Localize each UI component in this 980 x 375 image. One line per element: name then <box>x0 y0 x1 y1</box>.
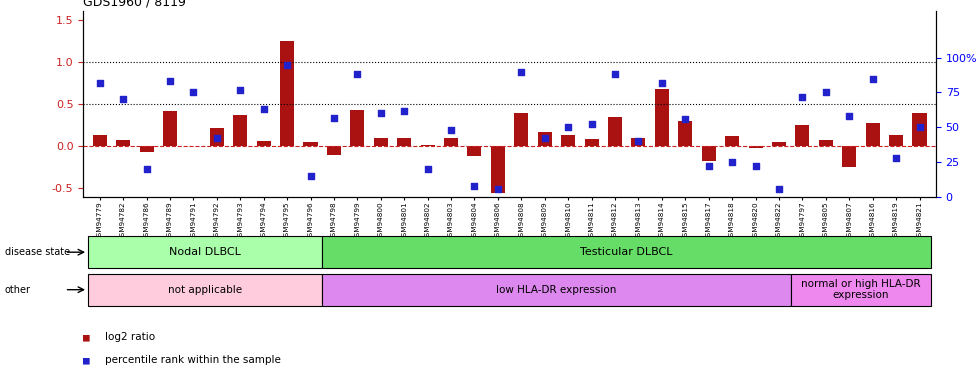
Point <box>537 135 553 141</box>
Point <box>748 163 763 169</box>
Point <box>92 80 108 86</box>
Bar <box>93 135 107 146</box>
Bar <box>562 135 575 146</box>
Point <box>185 90 201 96</box>
Bar <box>791 274 931 306</box>
Bar <box>538 132 552 146</box>
Point <box>490 186 506 192</box>
Point <box>466 183 482 189</box>
Text: ■: ■ <box>83 355 90 365</box>
Text: disease state: disease state <box>5 247 70 257</box>
Bar <box>889 135 904 146</box>
Point <box>514 69 529 75</box>
Bar <box>608 117 622 146</box>
Point <box>116 96 131 102</box>
Bar <box>678 121 692 146</box>
Point <box>561 124 576 130</box>
Bar <box>233 115 247 146</box>
Point <box>795 94 810 100</box>
Bar <box>444 138 458 146</box>
Bar <box>322 236 931 268</box>
Bar <box>350 110 365 146</box>
Bar <box>88 274 322 306</box>
Bar <box>467 146 481 156</box>
Point <box>818 90 834 96</box>
Bar <box>397 138 412 146</box>
Point <box>209 135 224 141</box>
Bar <box>655 89 669 146</box>
Bar <box>725 136 739 146</box>
Text: low HLA-DR expression: low HLA-DR expression <box>496 285 616 295</box>
Point <box>888 155 904 161</box>
Point <box>864 75 880 81</box>
Point <box>771 186 787 192</box>
Bar <box>304 142 318 146</box>
Bar <box>514 112 528 146</box>
Bar <box>912 112 926 146</box>
Point <box>396 108 412 114</box>
Point <box>842 113 858 119</box>
Text: log2 ratio: log2 ratio <box>105 333 155 342</box>
Point <box>326 114 342 120</box>
Text: normal or high HLA-DR
expression: normal or high HLA-DR expression <box>801 279 921 300</box>
Bar <box>420 145 435 146</box>
Text: ■: ■ <box>83 333 90 342</box>
Bar <box>749 146 762 148</box>
Point <box>373 110 389 116</box>
Point <box>584 122 600 128</box>
Bar <box>631 138 646 146</box>
Point <box>139 166 155 172</box>
Bar <box>772 142 786 146</box>
Point <box>608 71 623 77</box>
Point <box>443 127 459 133</box>
Point <box>630 138 646 144</box>
Text: percentile rank within the sample: percentile rank within the sample <box>105 355 280 365</box>
Point <box>724 159 740 165</box>
Bar <box>373 138 388 146</box>
Point <box>256 106 271 112</box>
Bar <box>280 41 294 146</box>
Bar <box>865 123 880 146</box>
Point <box>911 124 927 130</box>
Point <box>350 71 366 77</box>
Bar <box>796 125 809 146</box>
Point <box>279 62 295 68</box>
Bar <box>842 146 857 166</box>
Bar <box>491 146 505 193</box>
Bar <box>88 236 322 268</box>
Text: Nodal DLBCL: Nodal DLBCL <box>170 247 241 257</box>
Bar <box>116 140 130 146</box>
Bar <box>327 146 341 154</box>
Bar <box>210 128 223 146</box>
Bar <box>818 140 833 146</box>
Point <box>232 87 248 93</box>
Point <box>654 80 669 86</box>
Bar <box>139 146 154 152</box>
Text: other: other <box>5 285 31 295</box>
Text: Testicular DLBCL: Testicular DLBCL <box>580 247 673 257</box>
Point <box>701 163 716 169</box>
Point <box>677 116 693 122</box>
Point <box>303 173 318 179</box>
Bar <box>702 146 715 161</box>
Text: GDS1960 / 8119: GDS1960 / 8119 <box>83 0 186 9</box>
Bar <box>322 274 791 306</box>
Point <box>419 166 435 172</box>
Bar <box>584 139 599 146</box>
Text: not applicable: not applicable <box>168 285 242 295</box>
Point <box>162 78 177 84</box>
Bar <box>163 111 177 146</box>
Bar <box>257 141 270 146</box>
